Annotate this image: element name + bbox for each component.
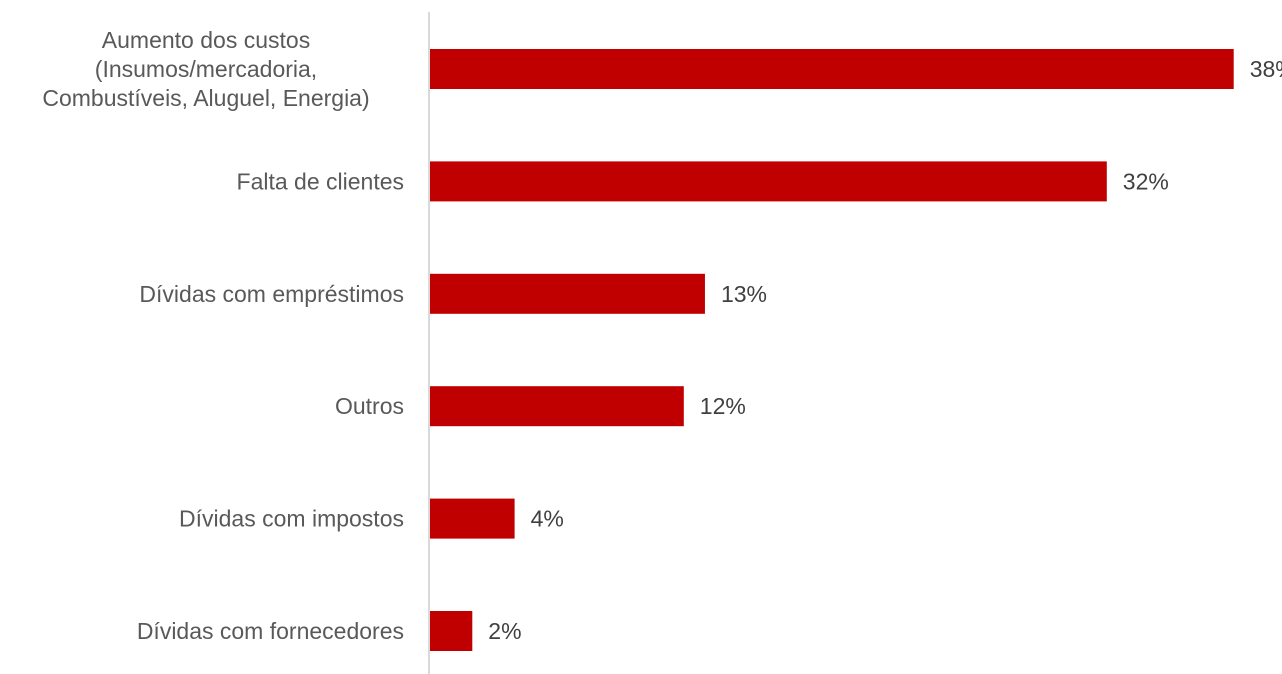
bar-5	[430, 498, 515, 539]
bar-1	[430, 49, 1234, 89]
value-label-6: 2%	[488, 618, 521, 644]
category-labels-group: Aumento dos custos (Insumos/mercadoria, Co…	[42, 27, 404, 644]
value-labels-group: 38% 32% 13% 12% 4% 2%	[488, 56, 1282, 644]
bar-3	[430, 273, 705, 314]
bar-2	[430, 161, 1107, 202]
value-label-2: 32%	[1123, 168, 1169, 194]
bars-group	[430, 49, 1234, 651]
bar-4	[430, 386, 684, 427]
category-label-1-line-1: Aumento dos custos	[102, 27, 310, 53]
value-label-1: 38%	[1250, 56, 1282, 82]
bar-6	[430, 611, 473, 651]
category-label-1-line-3: Combustíveis, Aluguel, Energia)	[42, 85, 369, 111]
value-label-4: 12%	[700, 393, 746, 419]
category-label-3: Dívidas com empréstimos	[139, 281, 404, 307]
category-label-6: Dívidas com fornecedores	[137, 618, 404, 644]
category-label-4: Outros	[335, 393, 404, 419]
category-label-2: Falta de clientes	[237, 168, 404, 194]
category-label-1-line-2: (Insumos/mercadoria,	[95, 56, 317, 82]
value-label-5: 4%	[531, 506, 564, 532]
category-label-5: Dívidas com impostos	[179, 506, 404, 532]
value-label-3: 13%	[721, 281, 767, 307]
